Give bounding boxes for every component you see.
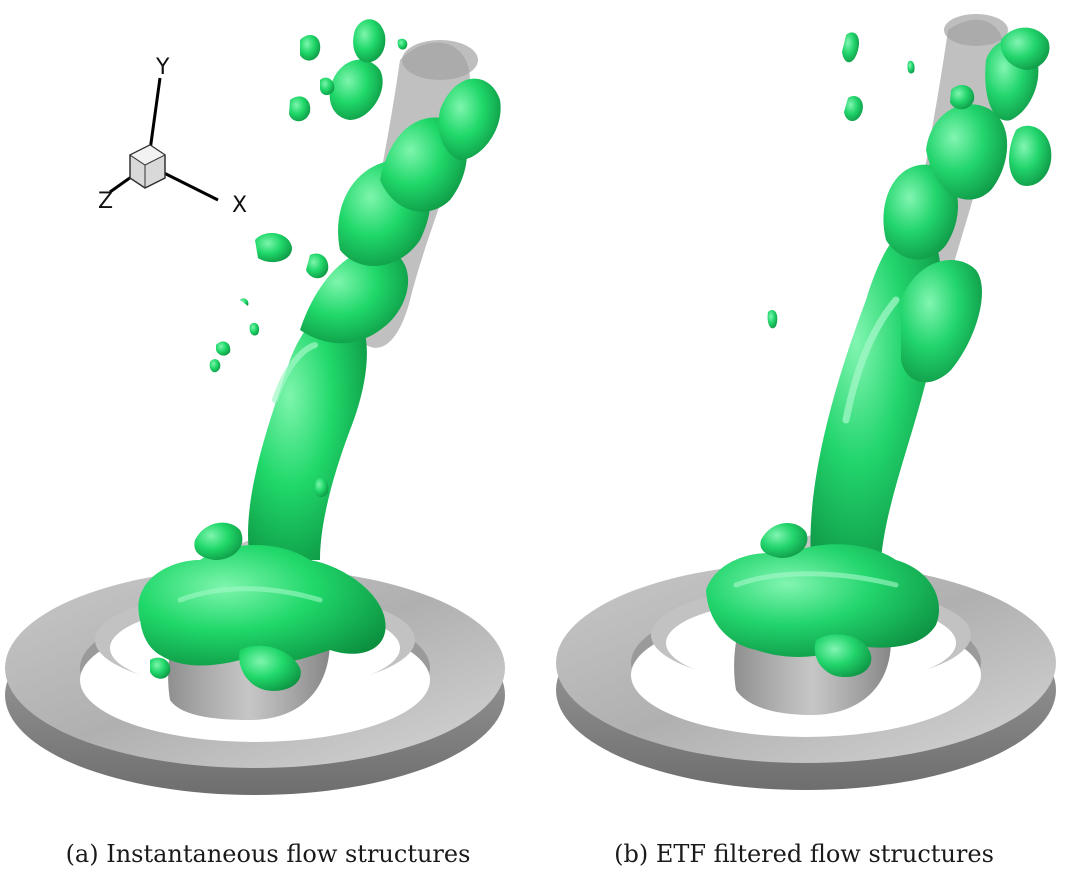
- panel-etf-filtered: [536, 0, 1072, 820]
- triad-y-label: Y: [155, 55, 170, 80]
- caption-etf-filtered: (b) ETF filtered flow structures: [614, 840, 994, 868]
- instantaneous-render: Y X Z: [5, 19, 505, 795]
- caption-instantaneous: (a) Instantaneous flow structures: [65, 840, 471, 868]
- axis-triad: Y X Z: [98, 55, 247, 218]
- vortex-isosurface: [706, 27, 1052, 678]
- panel-instantaneous: Y X Z: [0, 0, 536, 820]
- etf-filtered-render: [556, 14, 1056, 790]
- triad-z-label: Z: [98, 189, 113, 214]
- triad-x-label: X: [232, 193, 247, 218]
- vortex-isosurface: [138, 19, 501, 691]
